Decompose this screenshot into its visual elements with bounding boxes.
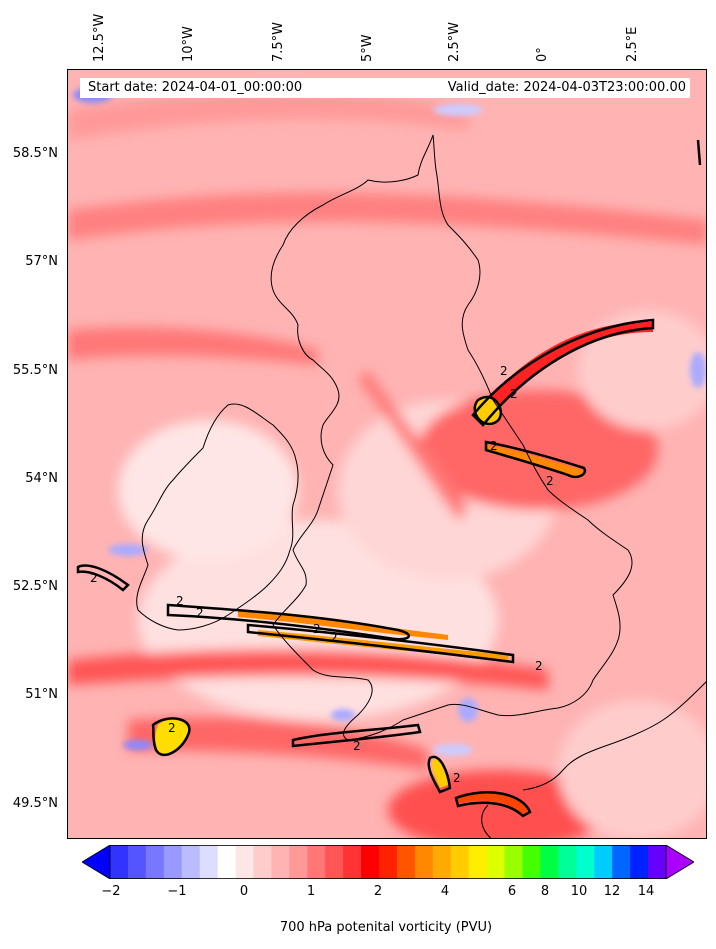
colorbar-segment <box>307 845 326 879</box>
lon-label-2-5e: 2.5°E <box>625 26 640 62</box>
colorbar-segment <box>217 845 237 879</box>
colorbar-segment <box>163 845 183 879</box>
colorbar-segment <box>396 845 416 879</box>
colorbar-tick: −2 <box>101 884 121 899</box>
colorbar-segment <box>253 845 272 879</box>
colorbar-segment <box>181 845 201 879</box>
colorbar-tick: 14 <box>637 884 655 899</box>
lat-label-49-5n: 49.5°N <box>12 796 58 811</box>
colorbar-segment <box>110 845 129 879</box>
lat-label-57n: 57°N <box>25 254 58 269</box>
contour-label: 2 <box>313 622 321 636</box>
lat-label-51n: 51°N <box>25 687 58 702</box>
colorbar-segment <box>271 845 290 879</box>
colorbar-segment <box>127 845 147 879</box>
contour-label: 2 <box>196 606 204 620</box>
contour-label: 2 <box>535 659 543 673</box>
lat-label-55-5n: 55.5°N <box>12 363 58 378</box>
pv-field-svg: 2 2 2 2 2 2 2 2 2 2 2 2 2 <box>68 70 706 838</box>
contour-label: 2 <box>546 474 554 488</box>
lat-label-58-5n: 58.5°N <box>12 146 58 161</box>
colorbar-tick: 2 <box>373 884 383 899</box>
contour-labels: 2 2 2 2 2 2 2 2 2 2 2 2 2 <box>90 364 554 785</box>
colorbar <box>82 845 694 879</box>
contour-label: 2 <box>510 387 518 401</box>
pv-2-contours <box>76 139 702 818</box>
start-date-label: Start date: 2024-04-01_00:00:00 <box>88 80 303 95</box>
contour-label: 2 <box>330 631 338 645</box>
colorbar-segment <box>576 845 595 879</box>
coastlines <box>136 134 706 838</box>
valid-date-label: Valid_date: 2024-04-03T23:00:00.00 <box>447 80 686 95</box>
contour-label: 2 <box>353 739 361 753</box>
colorbar-segment <box>450 845 470 879</box>
lon-label-7-5w: 7.5°W <box>271 21 286 62</box>
colorbar-label: 700 hPa potenital vorticity (PVU) <box>279 920 493 935</box>
colorbar-tick: −1 <box>167 884 187 899</box>
colorbar-segment <box>199 845 219 879</box>
colorbar-tick: 8 <box>540 884 550 899</box>
colorbar-tick: 6 <box>507 884 517 899</box>
colorbar-segment <box>414 845 434 879</box>
colorbar-segment <box>558 845 577 879</box>
colorbar-segment <box>289 845 308 879</box>
colorbar-segment <box>594 845 613 879</box>
colorbar-segment <box>612 845 631 879</box>
colorbar-segment <box>540 845 559 879</box>
colorbar-tick: 12 <box>603 884 621 899</box>
colorbar-segment <box>486 845 506 879</box>
lon-label-10w: 10°W <box>181 26 196 62</box>
colorbar-extend-low <box>82 845 111 879</box>
colorbar-tick: 10 <box>570 884 588 899</box>
lat-label-52-5n: 52.5°N <box>12 579 58 594</box>
contour-label: 2 <box>90 571 98 585</box>
lon-label-12-5w: 12.5°W <box>92 13 107 62</box>
date-header-bar <box>80 78 690 98</box>
colorbar-segment <box>145 845 165 879</box>
colorbar-extend-high <box>665 845 694 879</box>
colorbar-segment <box>504 845 524 879</box>
contour-label: 2 <box>168 721 176 735</box>
contour-label: 2 <box>176 594 184 608</box>
lon-label-2-5w: 2.5°W <box>447 21 462 62</box>
colorbar-segment <box>630 845 649 879</box>
colorbar-tick: 4 <box>440 884 450 899</box>
colorbar-segment <box>468 845 488 879</box>
pv-map: 2 2 2 2 2 2 2 2 2 2 2 2 2 <box>67 69 707 839</box>
lon-label-0: 0° <box>535 47 550 62</box>
pv-shading <box>68 91 706 838</box>
colorbar-segment <box>379 845 398 879</box>
colorbar-segment <box>325 845 344 879</box>
colorbar-segment <box>648 845 667 879</box>
contour-label: 2 <box>453 771 461 785</box>
colorbar-segment <box>361 845 380 879</box>
colorbar-segment <box>343 845 362 879</box>
colorbar-tick: 0 <box>239 884 249 899</box>
colorbar-segment <box>522 845 541 879</box>
lat-label-54n: 54°N <box>25 471 58 486</box>
colorbar-tick: 1 <box>306 884 316 899</box>
colorbar-segment <box>235 845 254 879</box>
colorbar-outline <box>109 845 667 879</box>
contour-label: 2 <box>500 364 508 378</box>
colorbar-segment <box>432 845 452 879</box>
lon-label-5w: 5°W <box>360 34 375 62</box>
contour-label: 2 <box>490 439 498 453</box>
